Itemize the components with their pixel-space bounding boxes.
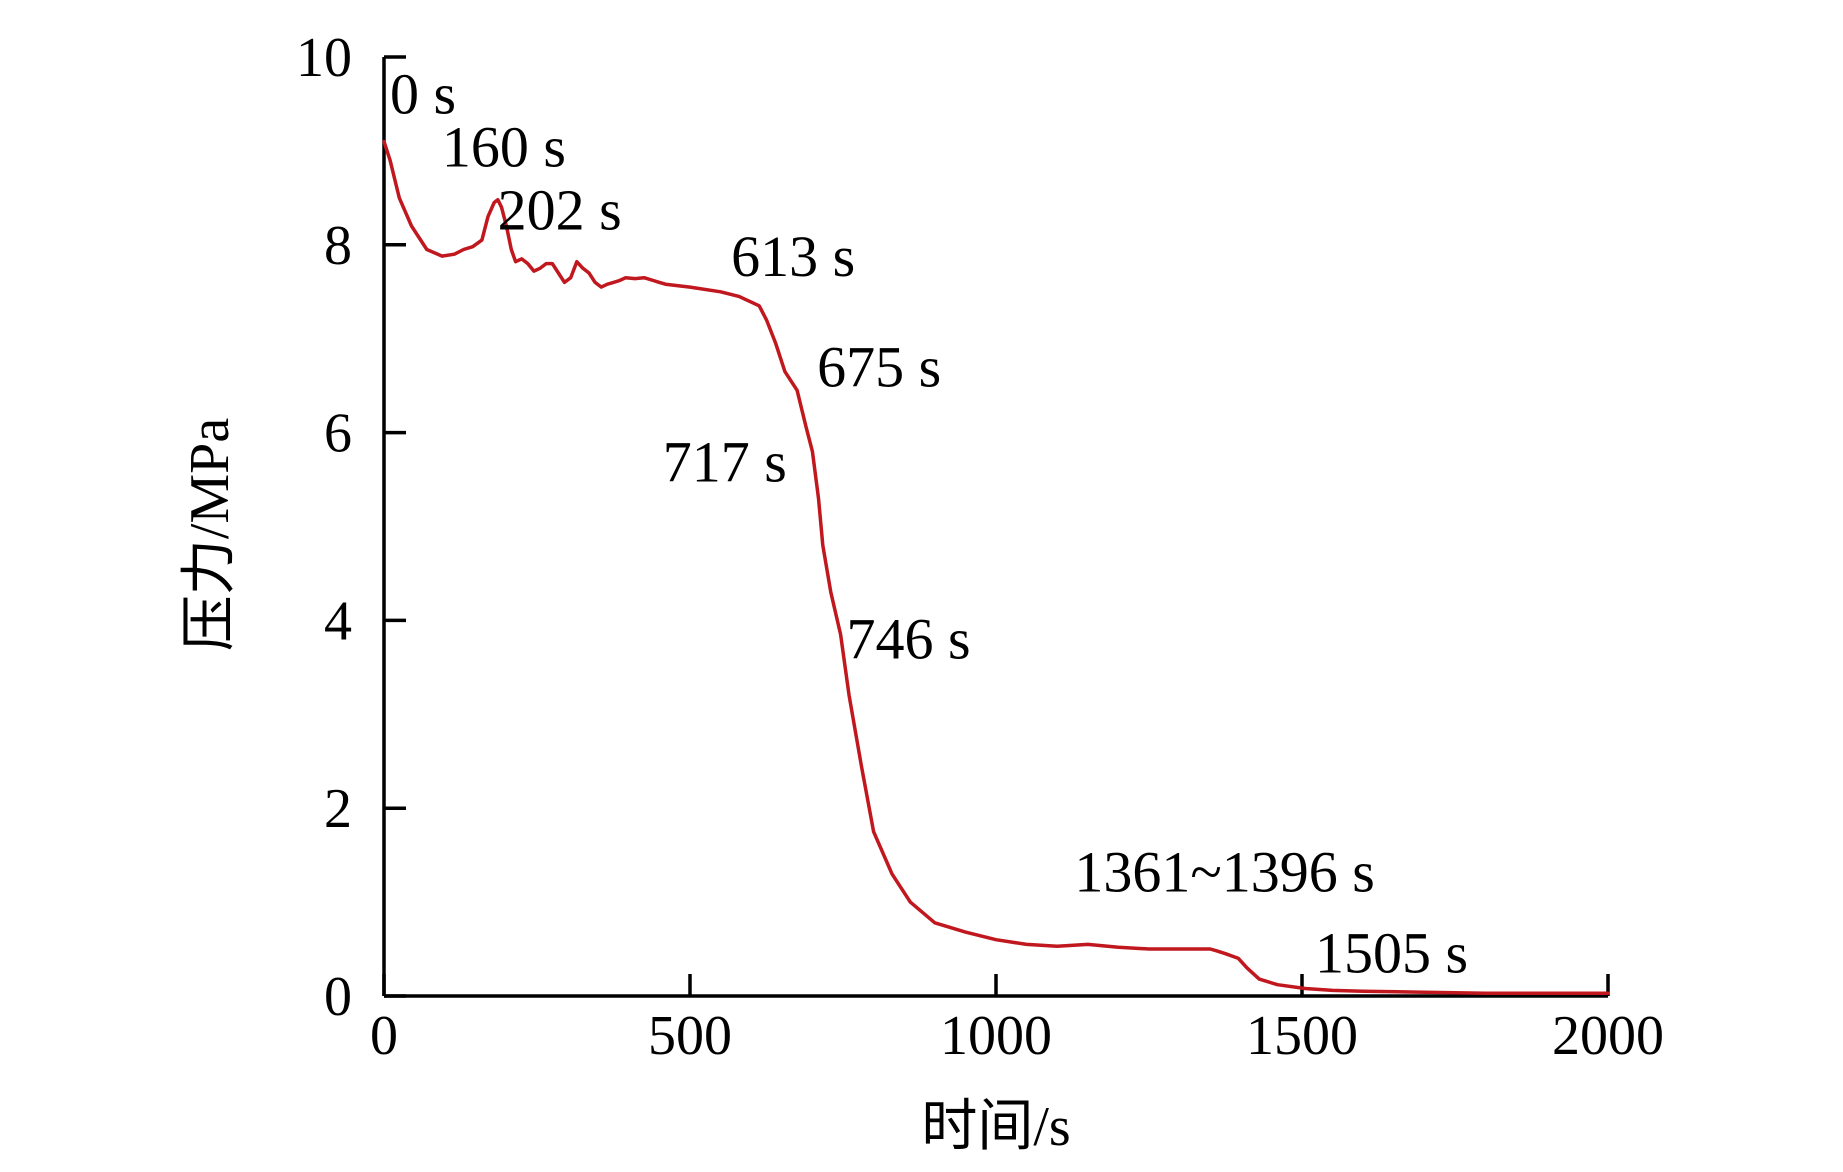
- y-tick-label: 0: [324, 966, 352, 1028]
- x-tick-label: 1000: [940, 1005, 1052, 1067]
- data-label: 160 s: [442, 115, 566, 180]
- x-tick-label: 2000: [1552, 1005, 1664, 1067]
- y-tick-label: 10: [296, 27, 352, 89]
- y-tick-label: 6: [324, 403, 352, 465]
- data-label: 1361~1396 s: [1074, 840, 1374, 905]
- data-label: 0 s: [390, 62, 456, 127]
- x-tick-label: 500: [648, 1005, 732, 1067]
- y-tick-label: 4: [324, 590, 352, 652]
- pressure-series-line: [382, 139, 1610, 995]
- data-label: 1505 s: [1315, 920, 1468, 985]
- data-label: 746 s: [847, 606, 971, 671]
- x-tick-label: 0: [370, 1005, 398, 1067]
- y-tick-label: 2: [324, 778, 352, 840]
- x-axis-label: 时间/s: [921, 1096, 1070, 1158]
- x-tick-label: 1500: [1246, 1005, 1358, 1067]
- y-tick-label: 8: [324, 215, 352, 277]
- data-label: 675 s: [817, 334, 941, 399]
- data-label: 202 s: [498, 177, 622, 242]
- data-label: 613 s: [731, 224, 855, 289]
- y-axis-label: 压力/MPa: [179, 418, 241, 651]
- x-ticks: 0 500 1000 1500 2000: [370, 974, 1664, 1067]
- y-ticks: 0 2 4 6 8 10: [296, 27, 406, 1028]
- data-label: 717 s: [663, 429, 787, 494]
